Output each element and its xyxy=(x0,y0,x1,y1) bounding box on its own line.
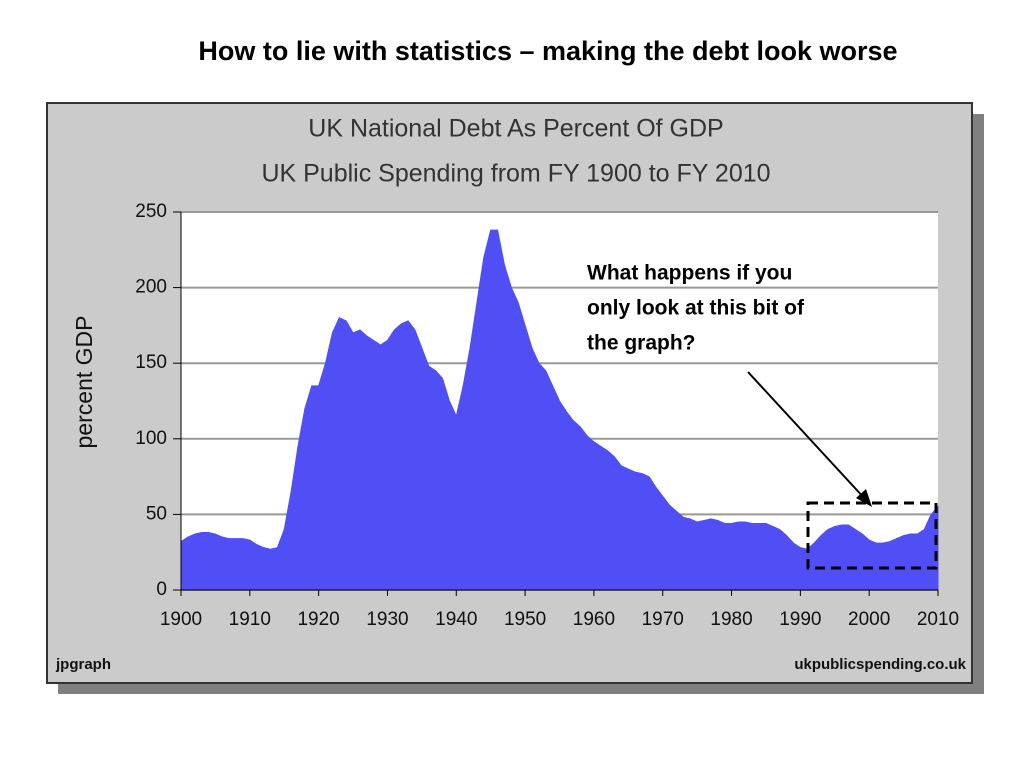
x-tick-label: 1960 xyxy=(573,609,615,630)
x-tick-label: 1930 xyxy=(366,609,408,630)
x-tick-label: 1950 xyxy=(504,609,546,630)
slide-title: How to lie with statistics – making the … xyxy=(198,36,897,66)
y-tick-label: 150 xyxy=(135,352,167,373)
annotation-text: the graph? xyxy=(587,332,696,355)
x-tick-label: 1990 xyxy=(779,609,821,630)
annotation-arrow xyxy=(747,371,867,501)
y-tick-label: 0 xyxy=(156,579,167,600)
arrow-head xyxy=(856,489,872,507)
chart-title: UK National Debt As Percent Of GDP xyxy=(308,115,723,143)
credit-right: ukpublicspending.co.uk xyxy=(794,656,966,673)
credit-left: jpgraph xyxy=(55,656,111,673)
x-tick-label: 2000 xyxy=(848,609,890,630)
x-tick-label: 1920 xyxy=(297,609,339,630)
annotation-text: only look at this bit of xyxy=(587,297,805,320)
y-tick-label: 200 xyxy=(135,277,167,298)
x-tick-label: 1910 xyxy=(229,609,271,630)
y-tick-label: 100 xyxy=(135,428,167,449)
highlight-box xyxy=(806,501,938,570)
x-tick-label: 2010 xyxy=(917,609,959,630)
x-tick-label: 1980 xyxy=(710,609,752,630)
x-tick-label: 1940 xyxy=(435,609,477,630)
chart-subtitle: UK Public Spending from FY 1900 to FY 20… xyxy=(261,160,770,188)
debt-area xyxy=(180,229,939,591)
annotation-text: What happens if you xyxy=(587,262,792,285)
x-tick-label: 1970 xyxy=(642,609,684,630)
x-tick-label: 1900 xyxy=(160,609,202,630)
y-tick-label: 250 xyxy=(135,201,167,222)
y-axis-label: percent GDP xyxy=(71,316,97,449)
y-tick-label: 50 xyxy=(146,503,167,524)
